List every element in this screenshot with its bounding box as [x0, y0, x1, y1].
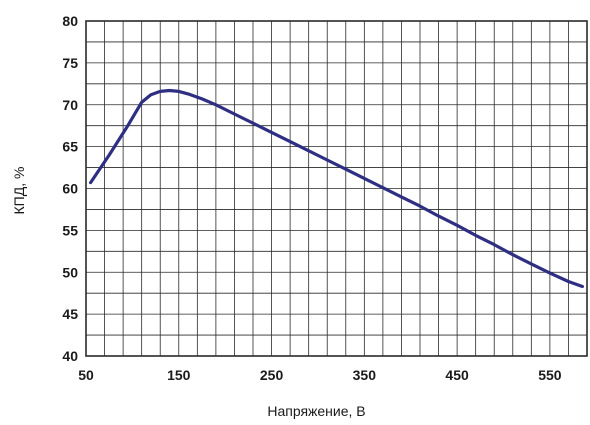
chart-series	[89, 88, 584, 289]
y-tick-label: 50	[62, 264, 78, 280]
y-tick-label: 45	[62, 306, 78, 322]
plot-frame	[85, 20, 588, 357]
x-tick-label: 450	[445, 367, 469, 383]
x-axis-label: Напряжение, В	[267, 403, 365, 419]
chart-tick-labels: 40 45 50 55 60 65 70 75 80 50 150 250 350 450 550	[62, 13, 561, 383]
chart-grid	[86, 21, 587, 356]
chart-axes	[85, 20, 588, 357]
series-line	[89, 88, 584, 289]
x-tick-label: 250	[260, 367, 284, 383]
y-tick-label: 65	[62, 139, 78, 155]
y-tick-label: 40	[62, 348, 78, 364]
y-tick-label: 70	[62, 97, 78, 113]
y-axis-label: КПД, %	[11, 167, 27, 215]
y-tick-label: 55	[62, 222, 78, 238]
y-tick-label: 75	[62, 55, 78, 71]
x-tick-label: 550	[538, 367, 562, 383]
x-tick-label: 50	[78, 367, 94, 383]
x-tick-label: 150	[167, 367, 191, 383]
x-tick-label: 350	[353, 367, 377, 383]
y-tick-label: 60	[62, 181, 78, 197]
y-tick-label: 80	[62, 13, 78, 29]
